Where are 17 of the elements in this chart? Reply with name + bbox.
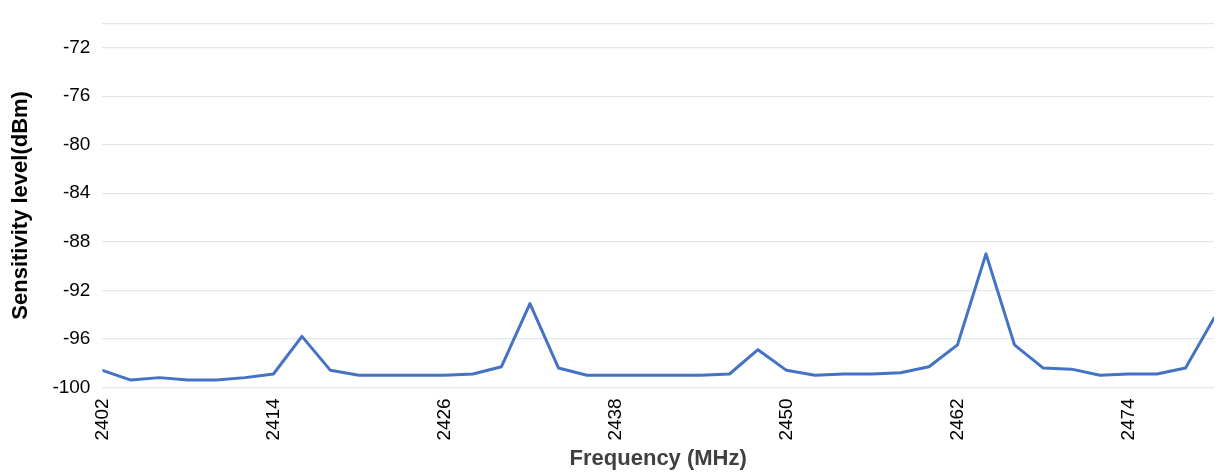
y-tick-label: -96	[62, 327, 91, 349]
y-tick-label: -84	[62, 181, 91, 203]
y-tick-label: -76	[62, 84, 91, 106]
x-tick-label: 2414	[261, 397, 283, 441]
x-tick-label: 2426	[432, 398, 454, 441]
x-tick-label: 2462	[945, 398, 967, 441]
y-axis-title: Sensitivity level(dBm)	[7, 91, 33, 320]
y-tick-label: -72	[62, 35, 91, 57]
x-tick-label: 2474	[1116, 397, 1138, 441]
y-tick-label: -92	[62, 278, 91, 300]
x-tick-label: 2438	[603, 398, 625, 441]
x-axis-title: Frequency (MHz)	[569, 444, 747, 470]
x-tick-label: 2402	[90, 398, 112, 441]
y-tick-label: -88	[62, 229, 91, 251]
x-tick-label: 2450	[774, 398, 796, 441]
y-tick-label: -80	[62, 132, 91, 154]
y-tick-label: -100	[52, 375, 91, 397]
